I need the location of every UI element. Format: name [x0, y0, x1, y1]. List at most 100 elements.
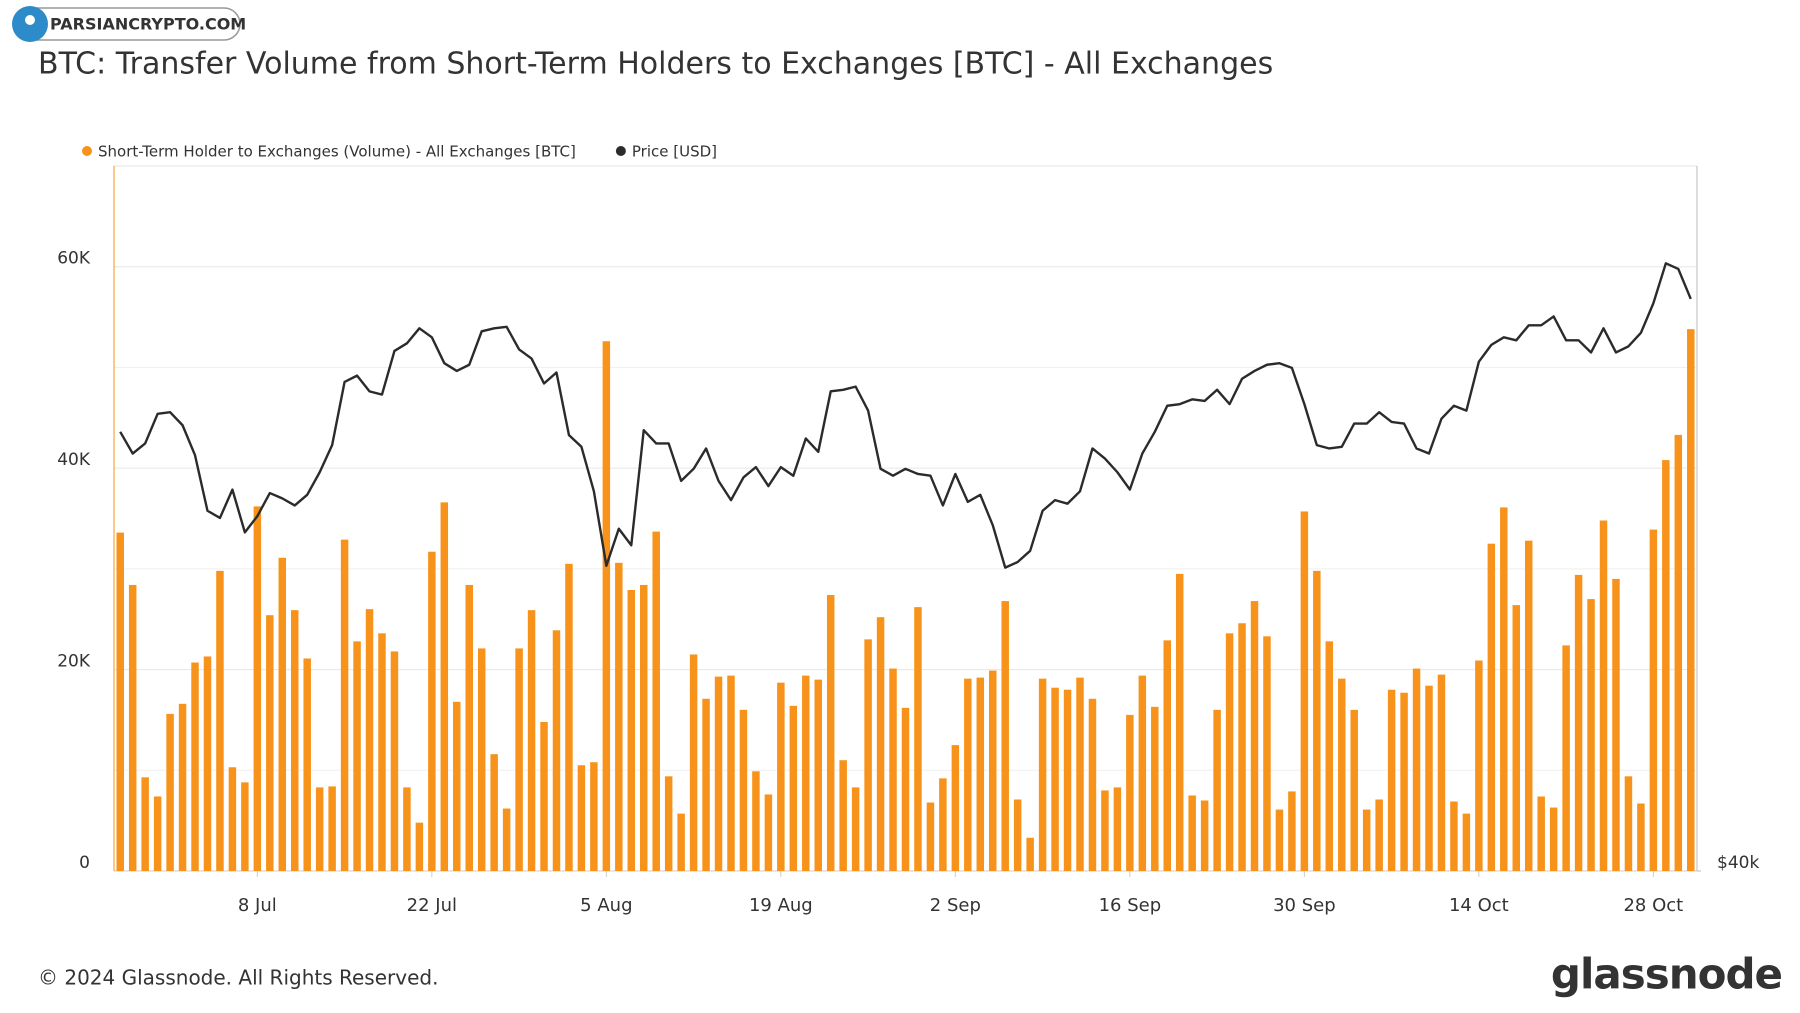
x-tick-label: 8 Jul [238, 895, 277, 916]
bar [1300, 511, 1309, 871]
bar [640, 584, 648, 871]
bar [540, 721, 548, 871]
bar [1313, 570, 1321, 871]
bar [1400, 692, 1408, 871]
x-tick-label: 2 Sep [930, 895, 981, 916]
bar [615, 562, 623, 871]
bar [689, 654, 698, 871]
bar [303, 658, 311, 871]
bar [1175, 573, 1184, 871]
copyright: © 2024 Glassnode. All Rights Reserved. [38, 966, 438, 990]
bar [1437, 674, 1446, 871]
bar [976, 677, 985, 871]
bar [727, 675, 735, 871]
watermark-icon-dot [25, 15, 35, 25]
legend-label: Short-Term Holder to Exchanges (Volume) … [98, 143, 576, 161]
bar [1026, 837, 1034, 871]
brand-logo: glassnode [1551, 950, 1782, 999]
legend-marker [82, 146, 92, 156]
bar [926, 802, 935, 871]
bar [415, 822, 424, 871]
legend-marker [615, 146, 626, 156]
bar [1412, 668, 1421, 871]
bar [1088, 698, 1097, 871]
bar [1562, 645, 1570, 871]
bar [652, 531, 660, 871]
bar [1375, 799, 1383, 871]
bar [739, 709, 748, 871]
bar [465, 584, 473, 871]
bar [1487, 543, 1496, 871]
bar [1288, 791, 1296, 871]
bar [216, 570, 224, 871]
y-tick-label: 40K [57, 450, 91, 470]
bar [502, 808, 511, 871]
bar [153, 796, 162, 871]
bar [278, 557, 287, 871]
bar [1051, 687, 1059, 871]
y-tick-label: 20K [57, 652, 91, 672]
bar [851, 787, 860, 871]
bar [515, 648, 523, 871]
bar [490, 754, 498, 871]
bar [1387, 689, 1396, 871]
bar [864, 639, 872, 871]
bar [951, 745, 960, 871]
bar [228, 767, 237, 871]
legend: Short-Term Holder to Exchanges (Volume) … [82, 143, 717, 161]
bar [1362, 809, 1371, 871]
bar [590, 762, 598, 871]
bar [328, 786, 336, 871]
bar [527, 610, 536, 871]
bar [1612, 578, 1620, 871]
bar [802, 675, 810, 871]
bar [1188, 795, 1196, 871]
x-tick-label: 19 Aug [749, 895, 813, 916]
bar [602, 341, 611, 871]
bar [191, 662, 199, 871]
bar [241, 782, 249, 871]
bar [1624, 776, 1633, 871]
bar [1687, 329, 1695, 872]
bar [1462, 813, 1471, 871]
bar [290, 610, 299, 871]
bar [1038, 678, 1047, 871]
bar [253, 506, 262, 871]
bar [826, 595, 835, 871]
bar [266, 615, 274, 871]
bar [1238, 623, 1246, 871]
bar [116, 532, 124, 871]
bar [428, 551, 436, 871]
chart-title: BTC: Transfer Volume from Short-Term Hol… [38, 47, 1273, 82]
bar [889, 668, 897, 871]
x-tick-label: 5 Aug [580, 895, 632, 916]
bar [764, 794, 773, 871]
y2-tick-label: $40k [1717, 853, 1759, 873]
bar [1113, 787, 1122, 871]
bar [1338, 678, 1346, 871]
bar [353, 641, 361, 871]
bar [814, 679, 822, 871]
bar [1063, 689, 1072, 871]
bar [378, 633, 386, 871]
bar [128, 584, 137, 871]
bar [777, 682, 785, 871]
bar [1512, 605, 1521, 871]
bar [839, 760, 847, 871]
bar [1599, 520, 1608, 871]
x-tick-label: 22 Jul [407, 895, 457, 916]
bar [876, 617, 885, 871]
bar [390, 651, 399, 871]
bar [552, 630, 561, 871]
bar [714, 676, 723, 871]
y-tick-label: 0 [79, 853, 90, 873]
bar [1500, 507, 1508, 871]
bar [1574, 574, 1583, 871]
bar [939, 778, 947, 871]
bar [989, 670, 997, 871]
bar [1076, 677, 1084, 871]
bar [440, 502, 449, 871]
bar [752, 771, 760, 871]
